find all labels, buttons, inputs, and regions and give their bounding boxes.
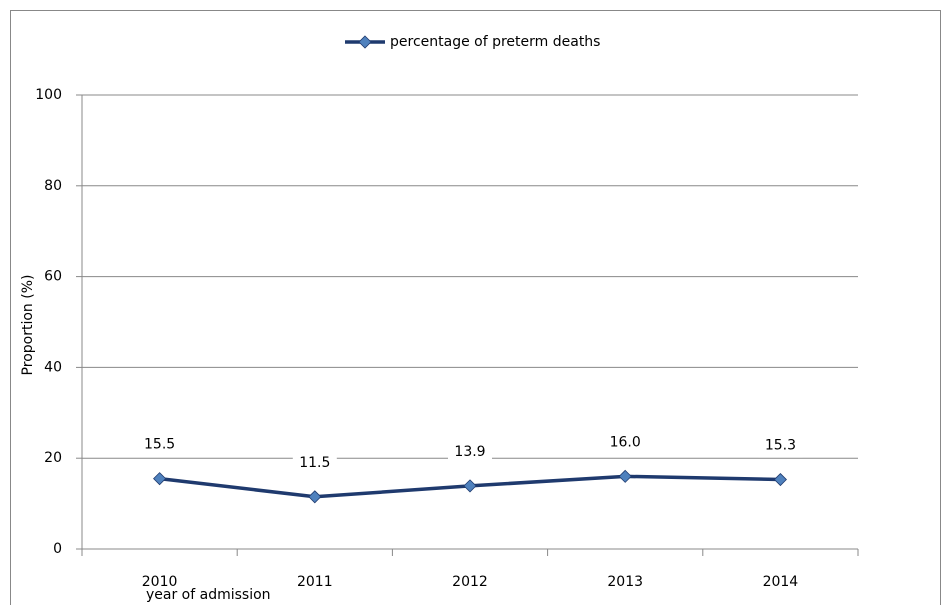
value-label: 15.3 xyxy=(765,438,796,454)
marker xyxy=(463,479,477,493)
value-label: 15.5 xyxy=(144,437,175,453)
marker xyxy=(153,472,167,486)
y-tick-label: 80 xyxy=(44,178,62,194)
value-label-bg xyxy=(603,430,648,455)
y-tick-label: 100 xyxy=(35,87,62,103)
value-label: 13.9 xyxy=(454,444,485,460)
legend-label: percentage of preterm deaths xyxy=(390,34,600,50)
chart-frame xyxy=(10,10,941,605)
y-tick-label: 20 xyxy=(44,450,62,466)
marker xyxy=(618,469,632,483)
x-tick-label: 2013 xyxy=(607,574,643,590)
x-tick-label: 2010 xyxy=(142,574,178,590)
value-label-bg xyxy=(292,450,337,475)
marker xyxy=(773,472,787,487)
y-tick-label: 40 xyxy=(44,359,62,375)
x-tick-label: 2014 xyxy=(763,574,799,590)
x-tick-label: 2012 xyxy=(452,574,488,590)
value-label-bg xyxy=(448,439,492,464)
value-label-bg xyxy=(758,433,803,458)
y-axis-label: Proportion (%) xyxy=(20,275,36,376)
marker xyxy=(308,490,322,504)
value-label: 16.0 xyxy=(610,434,641,450)
y-tick-label: 60 xyxy=(44,269,62,285)
legend-marker xyxy=(358,35,372,49)
x-tick-label: 2011 xyxy=(297,574,333,590)
value-label: 11.5 xyxy=(299,455,330,471)
value-label-bg xyxy=(137,432,182,457)
x-axis-label: year of admission xyxy=(146,587,271,603)
y-tick-label: 0 xyxy=(53,541,62,557)
